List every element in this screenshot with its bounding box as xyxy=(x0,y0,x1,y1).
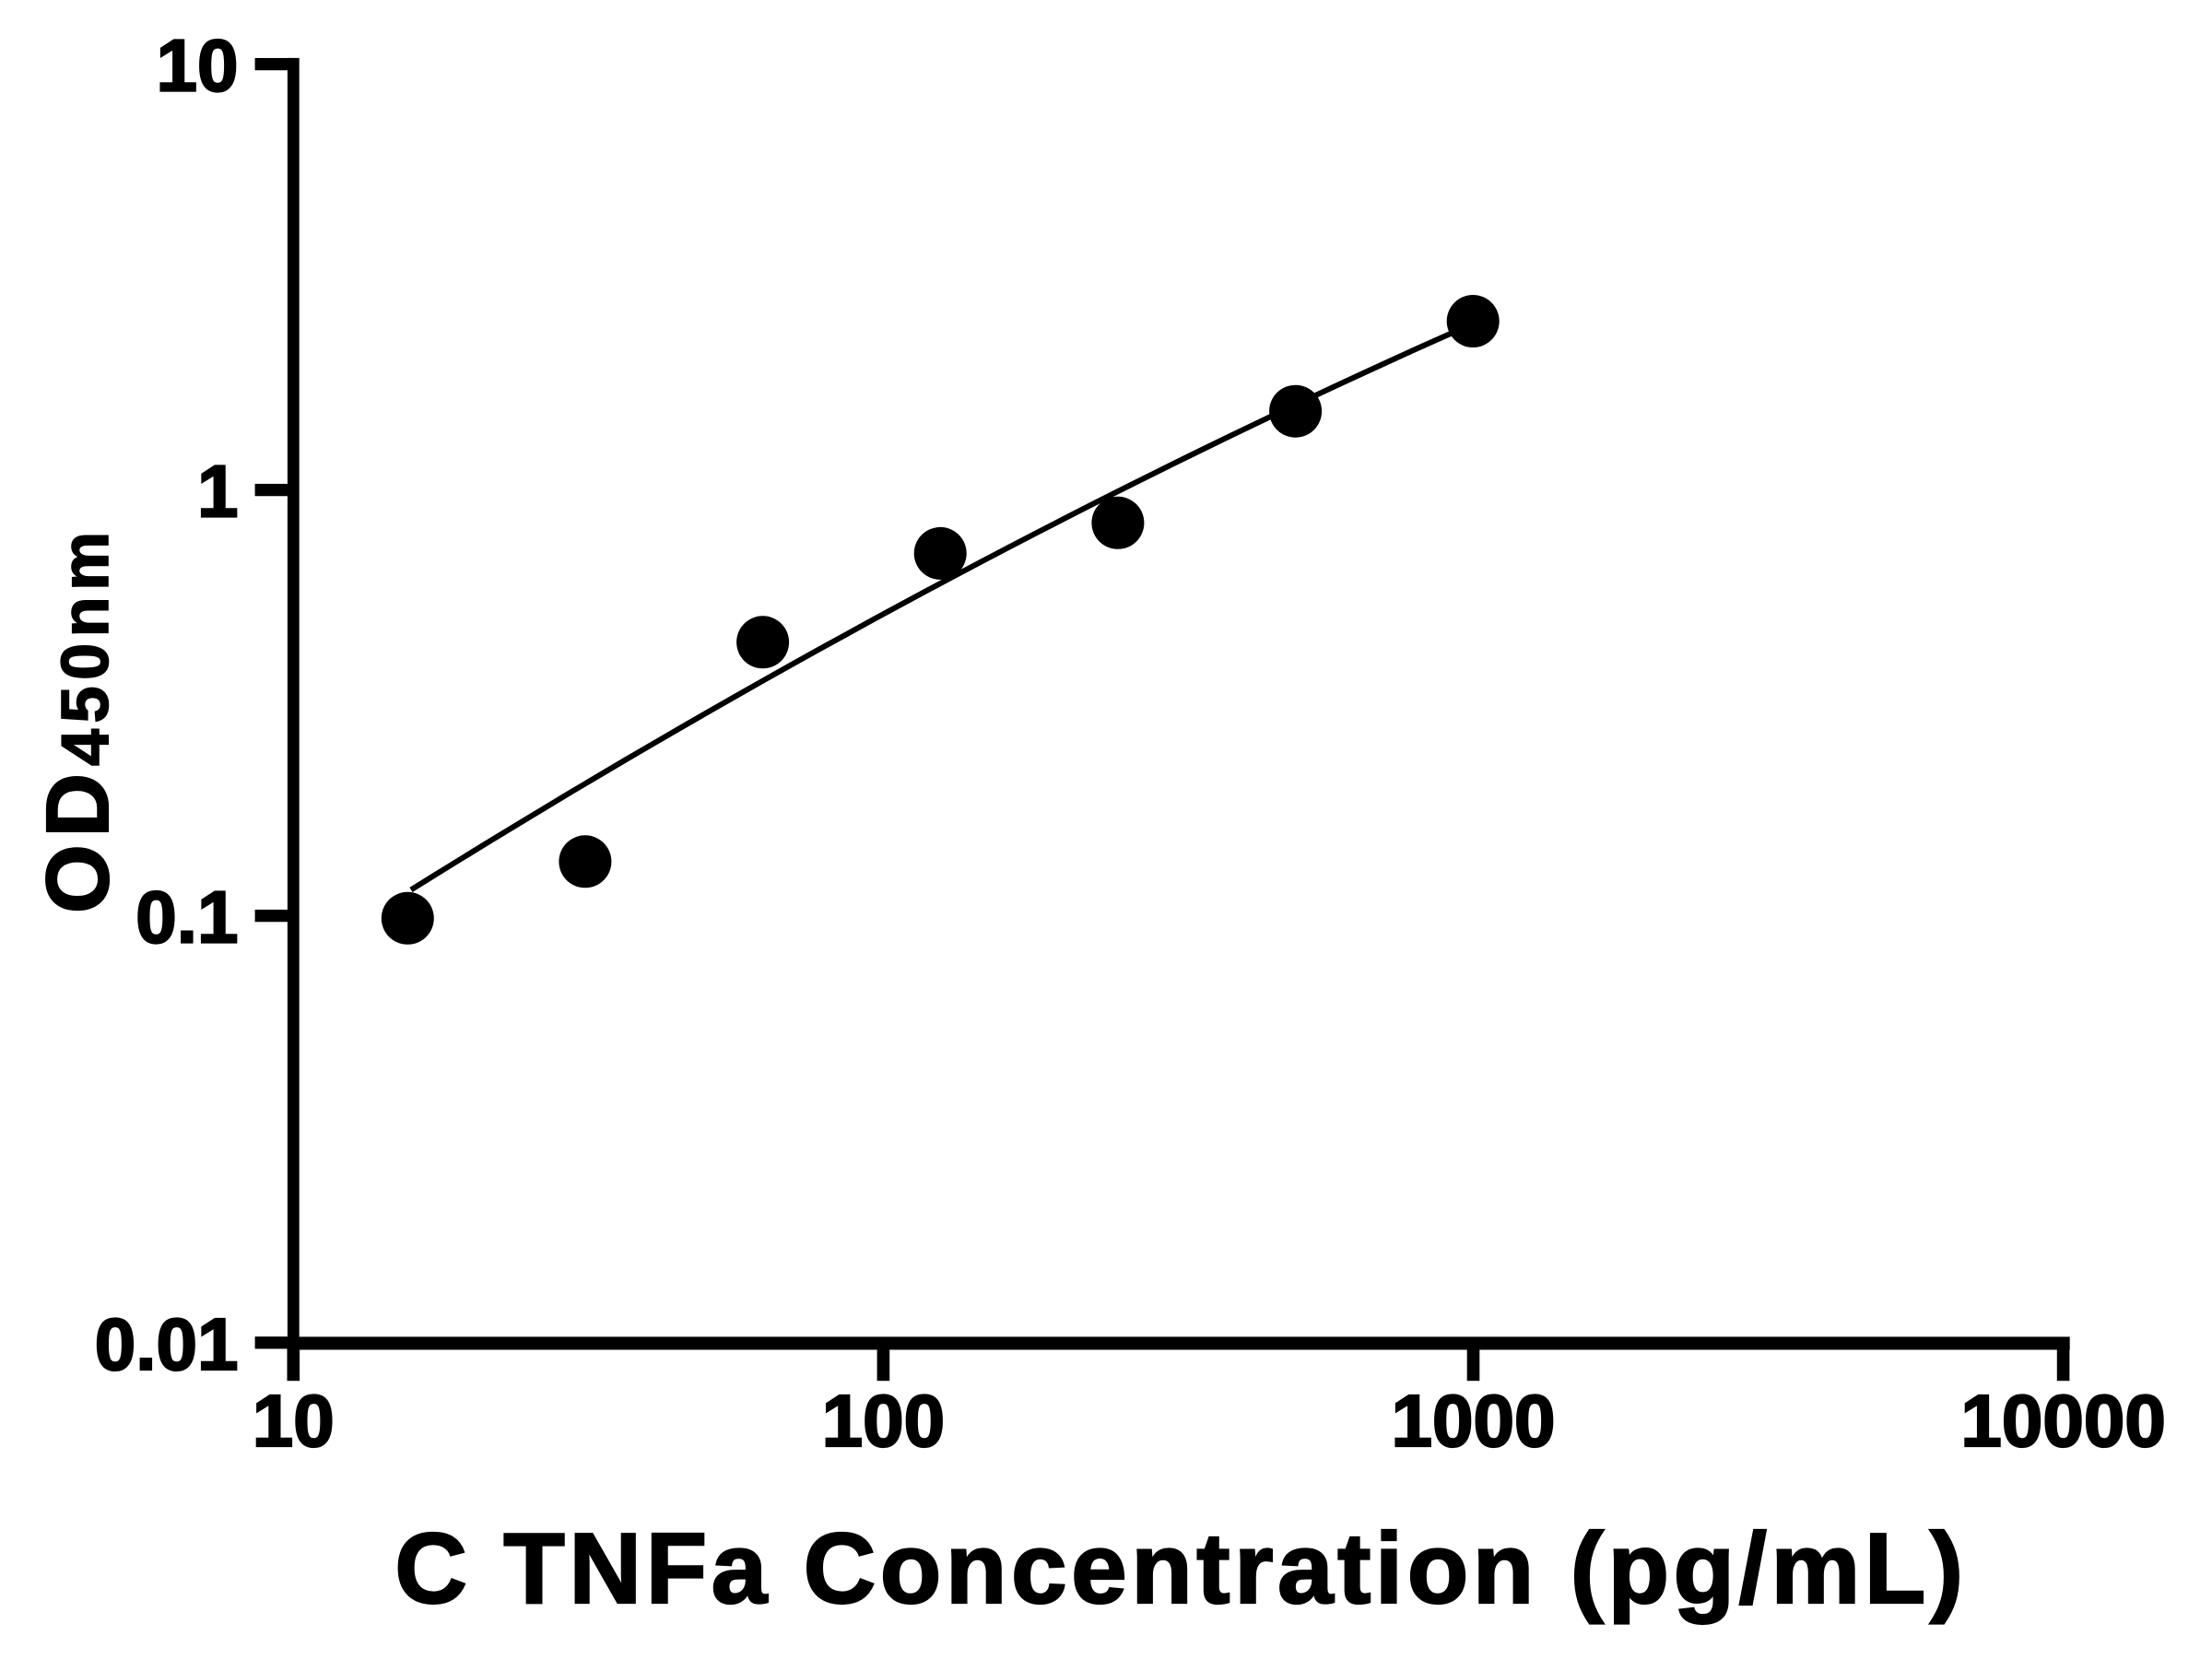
svg-text:1000: 1000 xyxy=(1392,1380,1556,1462)
svg-text:0.1: 0.1 xyxy=(135,877,238,959)
svg-text:1: 1 xyxy=(197,451,239,533)
svg-text:10000: 10000 xyxy=(1960,1380,2165,1462)
svg-text:10: 10 xyxy=(253,1380,335,1462)
svg-text:10: 10 xyxy=(157,25,239,107)
svg-text:0.01: 0.01 xyxy=(95,1303,239,1385)
svg-text:100: 100 xyxy=(822,1380,945,1462)
svg-text:C TNFa Concentration (pg/mL): C TNFa Concentration (pg/mL) xyxy=(394,1512,1967,1625)
